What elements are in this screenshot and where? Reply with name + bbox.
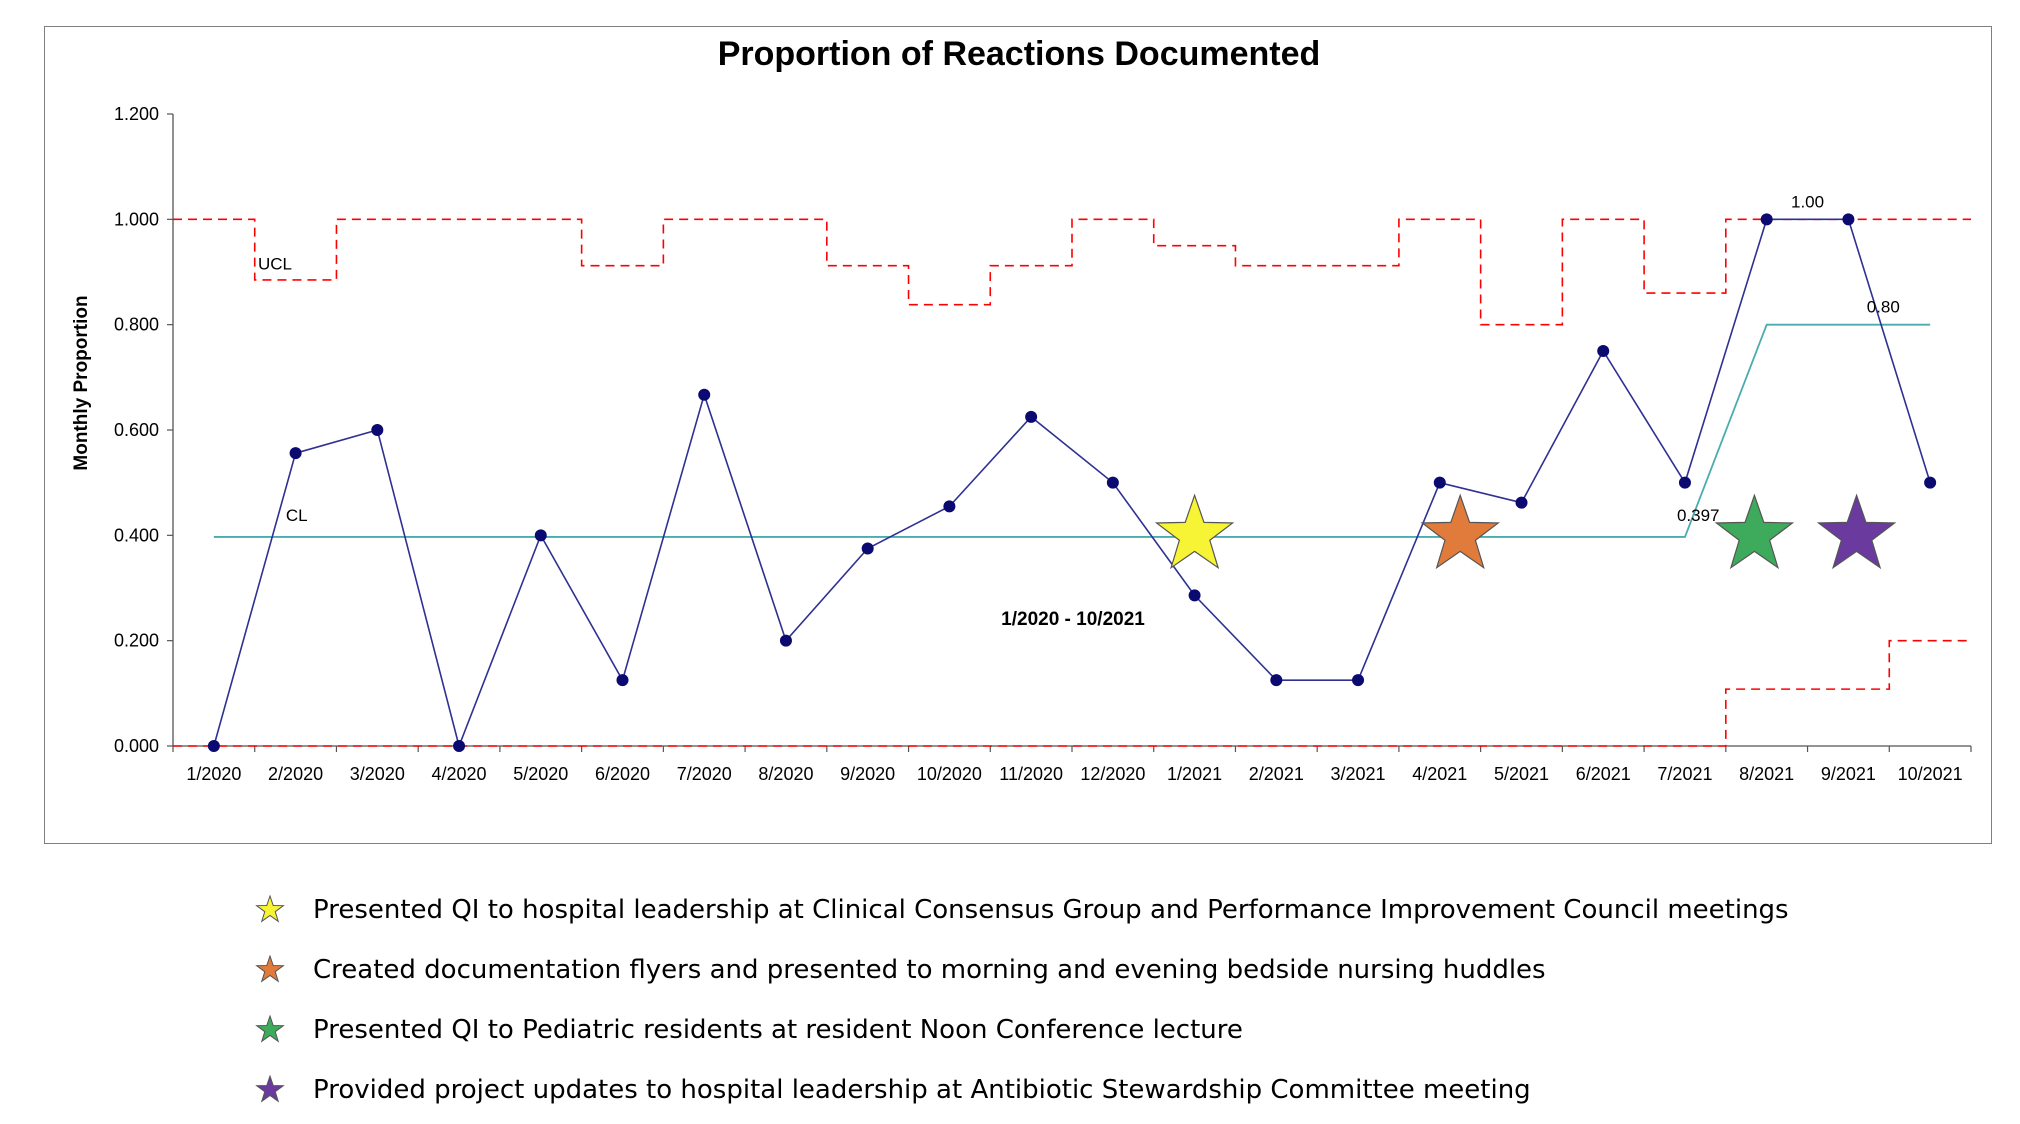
data-point [1188,589,1201,602]
x-tick-label: 2/2020 [268,764,323,784]
data-point [534,529,547,542]
data-point [207,740,220,752]
control-chart: Proportion of Reactions Documented Month… [71,35,1972,784]
data-point [1760,213,1773,226]
data-point [779,634,792,647]
y-tick-label: 1.000 [114,209,159,229]
star-marker-icon [1714,493,1795,570]
x-tick-label: 9/2021 [1821,764,1876,784]
star-icon [255,1015,285,1043]
x-tick-label: 5/2021 [1494,764,1549,784]
x-tick-label: 8/2021 [1739,764,1794,784]
data-point [1924,476,1937,489]
star-icon [255,1075,285,1103]
x-tick-label: 8/2020 [758,764,813,784]
x-tick-label: 1/2021 [1167,764,1222,784]
data-point [1433,476,1446,489]
legend-item: Created documentation flyers and present… [255,940,1955,1000]
x-tick-label: 3/2021 [1331,764,1386,784]
y-tick-label: 0.800 [114,315,159,335]
x-tick-label: 7/2020 [677,764,732,784]
data-point [371,424,384,436]
y-tick-label: 0.600 [114,420,159,440]
x-tick-label: 3/2020 [350,764,405,784]
data-point [861,542,874,555]
data-point [453,740,466,752]
center-line-label: CL [286,506,308,525]
data-point [1270,674,1283,687]
data-point [1515,496,1528,509]
data-point [1842,213,1855,226]
x-tick-label: 6/2021 [1576,764,1631,784]
center-line [213,323,1931,538]
x-tick-label: 1/2020 [186,764,241,784]
ucl-label: UCL [258,254,292,273]
data-point [289,447,302,460]
legend-text: Provided project updates to hospital lea… [313,1075,1531,1105]
x-tick-label: 4/2021 [1412,764,1467,784]
y-tick-label: 0.400 [114,525,159,545]
x-tick-label: 10/2020 [917,764,982,784]
data-point [1352,674,1365,687]
lcl-line [173,639,1971,747]
value-annotation: 1.00 [1791,192,1824,211]
legend-text: Presented QI to Pediatric residents at r… [313,1015,1243,1045]
y-axis-label: Monthly Proportion [71,295,92,470]
legend-item: Provided project updates to hospital lea… [255,1060,1955,1120]
data-point [1678,476,1691,489]
x-tick-label: 2/2021 [1249,764,1304,784]
x-tick-label: 11/2020 [999,764,1063,784]
legend-item: Presented QI to Pediatric residents at r… [255,1000,1955,1060]
chart-frame: Proportion of Reactions Documented Month… [44,26,1992,844]
ucl-line [173,218,1971,326]
x-tick-label: 10/2021 [1898,764,1963,784]
value-annotation: 0.397 [1677,506,1720,525]
data-series-line [213,218,1931,749]
legend-text: Presented QI to hospital leadership at C… [313,895,1789,925]
x-tick-label: 12/2020 [1080,764,1145,784]
data-point [698,388,711,401]
data-point [616,674,629,687]
star-icon [255,955,285,983]
data-point [1025,410,1038,423]
x-axis-label: 1/2020 - 10/2021 [1001,609,1145,630]
star-icon [255,895,285,923]
x-tick-label: 6/2020 [595,764,650,784]
x-tick-label: 9/2020 [840,764,895,784]
data-point [943,500,956,513]
star-marker-icon [1816,493,1897,570]
chart-title: Proportion of Reactions Documented [718,35,1321,73]
star-marker-icon [1154,493,1235,570]
legend: Presented QI to hospital leadership at C… [255,880,1955,1120]
value-annotation: 0.80 [1867,298,1900,317]
data-point [1106,476,1119,489]
data-point [1597,345,1610,357]
x-tick-label: 5/2020 [513,764,568,784]
y-tick-label: 0.000 [114,736,159,756]
x-tick-label: 7/2021 [1657,764,1712,784]
star-marker-icon [1420,493,1500,570]
x-tick-label: 4/2020 [432,764,487,784]
y-tick-label: 0.200 [114,631,159,651]
legend-text: Created documentation flyers and present… [313,955,1546,985]
y-tick-label: 1.200 [114,104,159,124]
legend-item: Presented QI to hospital leadership at C… [255,880,1955,940]
